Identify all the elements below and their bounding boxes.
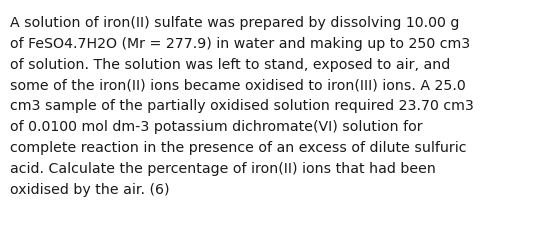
- Text: A solution of iron(II) sulfate was prepared by dissolving 10.00 g
of FeSO4.7H2O : A solution of iron(II) sulfate was prepa…: [10, 16, 474, 196]
